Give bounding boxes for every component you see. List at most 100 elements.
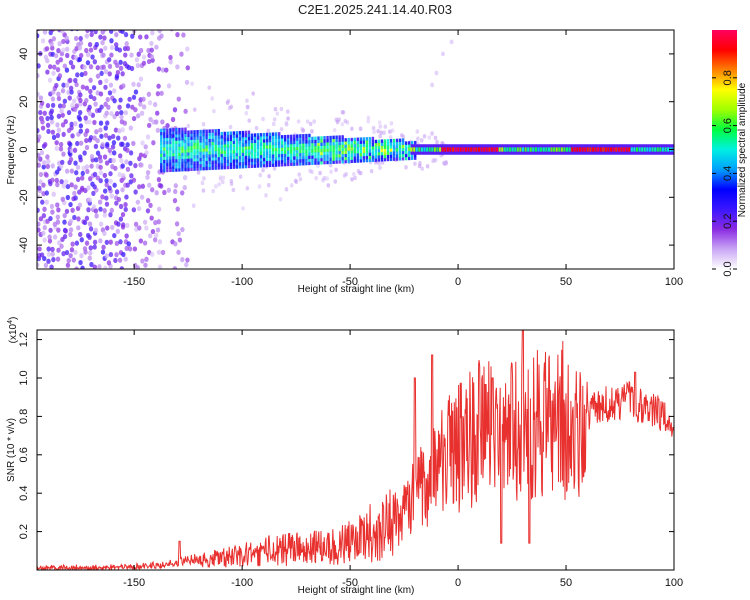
spectrogram-cell xyxy=(166,159,169,163)
spectrogram-cell xyxy=(93,30,98,35)
spectrogram-cell xyxy=(78,97,83,103)
spectrogram-cell xyxy=(211,166,214,170)
spectrogram-cell xyxy=(113,42,119,48)
spectrogram-cell xyxy=(121,172,126,179)
spectrogram-cell xyxy=(262,139,266,143)
spectrogram-cell xyxy=(371,136,375,141)
spectrogram-cell xyxy=(100,40,105,46)
spectrogram-cell xyxy=(93,101,98,107)
spectrogram-cell xyxy=(187,167,190,172)
spectrogram-cell xyxy=(78,52,84,59)
spectrogram-cell xyxy=(175,162,178,166)
spectrogram-cell xyxy=(102,35,107,41)
spectrogram-cell xyxy=(112,182,117,188)
spectrogram-cell xyxy=(68,231,73,238)
spectrogram-cell xyxy=(146,47,151,54)
spectrogram-cell xyxy=(89,31,94,38)
spectrogram-cell xyxy=(46,158,51,164)
spectrogram-cell xyxy=(338,154,341,158)
spectrogram-cell xyxy=(52,64,57,70)
spectrogram-cell xyxy=(160,162,163,167)
spectrogram-cell xyxy=(160,138,163,142)
spectrogram-cell xyxy=(241,149,245,153)
spectrogram-cell xyxy=(628,147,631,152)
spectrogram-cell xyxy=(241,146,245,150)
spectrogram-cell xyxy=(378,134,382,139)
spectrogram-cell xyxy=(253,158,257,162)
spectrogram-cell xyxy=(368,152,372,156)
spectrogram-cell xyxy=(120,211,126,218)
spectrogram-cell xyxy=(374,142,378,147)
spectrogram-cell xyxy=(217,144,220,148)
spectrogram-cell xyxy=(118,97,123,103)
spectrogram-cell xyxy=(98,79,103,85)
spectrogram-cell xyxy=(168,54,173,61)
spectrogram-cell xyxy=(332,154,335,158)
spectrogram-cell xyxy=(398,157,402,161)
spectrogram-cell xyxy=(308,146,311,150)
spectrogram-cell xyxy=(368,143,372,147)
spectrogram-cell xyxy=(244,161,248,166)
spectrogram-cell xyxy=(244,110,249,116)
spectrogram-cell xyxy=(365,143,369,147)
spectrogram-cell xyxy=(335,119,340,125)
spectrogram-cell xyxy=(302,162,305,166)
spectrogram-cell xyxy=(268,154,272,158)
spectrogram-cell xyxy=(353,137,356,142)
spectrogram-cell xyxy=(50,129,56,135)
spectrogram-cell xyxy=(341,153,344,158)
spectrogram-y-axis-label: Frequency (Hz) xyxy=(6,116,17,185)
spectrogram-cell xyxy=(338,144,341,149)
spectrogram-cell xyxy=(69,121,74,127)
spectrogram-cell xyxy=(67,95,72,101)
spectrogram-cell xyxy=(422,134,427,139)
spectrogram-cell xyxy=(253,142,257,147)
spectrogram-cell xyxy=(79,237,84,243)
spectrogram-cell xyxy=(196,167,199,171)
spectrogram-cell xyxy=(281,156,284,161)
spectrogram-cell xyxy=(244,136,248,141)
spectrogram-cell xyxy=(88,226,94,232)
spectrogram-cell xyxy=(38,216,44,222)
spectrogram-cell xyxy=(201,188,206,193)
spectrogram-cell xyxy=(97,154,103,160)
spectrogram-cell xyxy=(84,33,90,39)
spectrogram-cell xyxy=(37,72,40,79)
spectrogram-cell xyxy=(56,240,62,246)
spectrogram-cell xyxy=(45,102,51,109)
spectrogram-cell xyxy=(202,139,205,143)
spectrogram-cell xyxy=(100,194,105,200)
spectrogram-cell xyxy=(223,150,226,154)
spectrogram-cell xyxy=(256,164,260,168)
spectrogram-cell xyxy=(92,135,97,141)
spectrogram-cell xyxy=(217,160,220,164)
spectrogram-cell xyxy=(50,246,55,252)
spectrogram-cell xyxy=(108,30,114,34)
spectrogram-cell xyxy=(279,126,284,132)
spectrogram-cell xyxy=(187,155,190,159)
spectrogram-cell xyxy=(545,147,548,152)
spectrogram-cell xyxy=(232,137,236,141)
spectrogram-cell xyxy=(42,206,47,212)
spectrogram-cell xyxy=(190,155,193,159)
spectrogram-cell xyxy=(635,147,638,152)
spectrogram-cell xyxy=(584,147,587,152)
spectrogram-cell xyxy=(163,131,166,136)
spectrogram-cell xyxy=(591,147,594,152)
spectrogram-cell xyxy=(338,160,341,164)
spectrogram-cell xyxy=(138,47,144,54)
spectrogram-cell xyxy=(401,144,405,149)
spectrogram-cell xyxy=(150,228,156,235)
spectrogram-cell xyxy=(398,141,402,146)
colorbar-label: Normalized spectral amplitude xyxy=(737,82,748,217)
spectrogram-cell xyxy=(190,164,193,168)
spectrogram-cell xyxy=(350,159,353,164)
spectrogram-cell xyxy=(185,257,190,263)
spectrogram-cell xyxy=(241,206,245,211)
spectrogram-cell xyxy=(259,154,263,159)
spectrogram-cell xyxy=(129,65,135,72)
spectrogram-cell xyxy=(377,139,381,144)
spectrogram-cell xyxy=(386,139,390,143)
spectrogram-cell xyxy=(299,137,302,141)
